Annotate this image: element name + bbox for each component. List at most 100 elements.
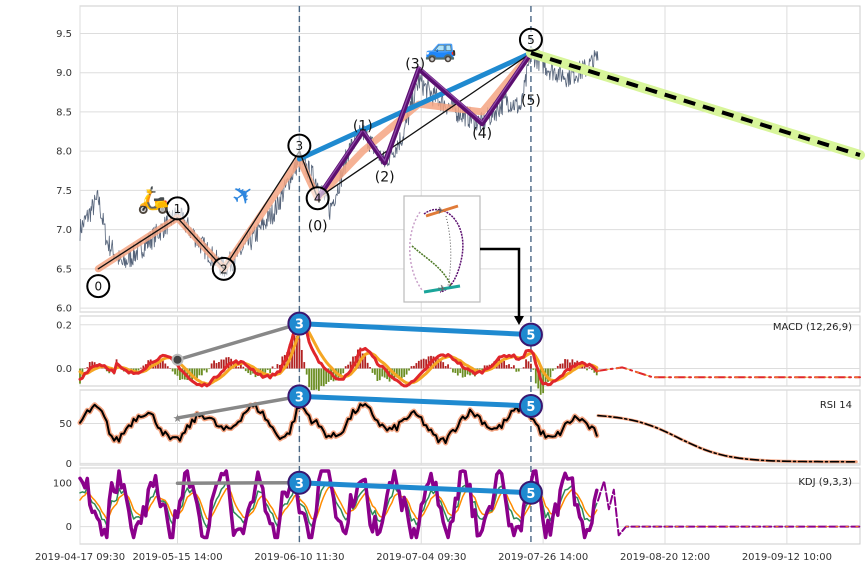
macd-histogram-bar — [205, 368, 208, 373]
macd-histogram-bar — [525, 359, 527, 369]
macd-histogram-bar — [135, 368, 137, 371]
rsi-badge-5 — [518, 393, 543, 418]
x-tick-label: 2019-06-10 11:30 — [254, 552, 344, 563]
macd-histogram-bar — [505, 365, 508, 369]
macd-histogram-bar — [347, 364, 350, 369]
kdj-badge-label: 3 — [295, 477, 304, 492]
macd-histogram-bar — [381, 368, 384, 377]
price-ytick-label: 8.0 — [56, 147, 72, 158]
kdj-badge-3 — [287, 470, 312, 495]
inset-curve-grey — [445, 215, 452, 287]
macd-badge-3 — [287, 311, 312, 336]
macd-histogram-bar — [369, 367, 371, 369]
macd-histogram-bar — [181, 368, 184, 380]
inset-preview: ✈✈ — [403, 195, 524, 325]
macd-histogram-bar — [305, 368, 308, 375]
macd-ytick-label: 0.0 — [56, 364, 72, 375]
wave-label-2: 2 — [220, 262, 228, 276]
macd-histogram-bar — [237, 366, 240, 369]
grid — [79, 5, 861, 545]
macd-histogram-bar — [364, 356, 367, 369]
macd-histogram-bar — [425, 359, 428, 369]
macd-histogram-bar — [218, 362, 220, 369]
rsi-label: RSI 14 — [820, 400, 852, 411]
macd-histogram-bar — [176, 368, 179, 376]
macd-label: MACD (12,26,9) — [773, 322, 852, 333]
macd-divergence-start-dot — [171, 353, 184, 366]
macd-histogram-bar — [508, 364, 510, 369]
wave-label-1: 1 — [174, 202, 182, 216]
macd-histogram-bar — [527, 361, 530, 369]
wave-label-3: 3 — [296, 139, 304, 153]
price-ytick-label: 8.5 — [56, 107, 72, 118]
macd-histogram-bar — [398, 368, 401, 378]
macd-histogram-bar — [569, 362, 571, 369]
macd-histogram-bar — [383, 368, 386, 378]
kdj-d-line — [79, 486, 598, 521]
macd-histogram-bar — [325, 368, 328, 385]
macd-histogram-bar — [515, 368, 518, 372]
macd-histogram-bar — [352, 356, 354, 369]
macd-histogram-bar — [208, 368, 211, 370]
macd-histogram-bar — [413, 365, 415, 369]
x-axis: 2019-04-17 09:30 2019-05-15 14:00 2019-06-… — [35, 552, 832, 563]
wave-label-5: 5 — [527, 33, 535, 47]
wave-label-0: 0 — [94, 280, 102, 294]
macd-histogram-bar — [264, 368, 267, 373]
macd-histogram-bar — [447, 364, 449, 369]
rsi-divergence-star-icon: ★ — [173, 412, 183, 425]
macd-histogram-bar — [247, 368, 250, 374]
x-tick-label: 2019-05-15 14:00 — [132, 552, 222, 563]
rsi-grey-divergence — [175, 394, 302, 420]
inset-airplane-icon: ✈ — [436, 206, 444, 217]
x-tick-label: 2019-09-12 10:00 — [742, 552, 832, 563]
macd-histogram-bar — [500, 360, 503, 369]
x-tick-label: 2019-07-26 14:00 — [498, 552, 588, 563]
price-ytick-label: 6.0 — [56, 304, 72, 315]
macd-grey-divergence — [175, 321, 302, 362]
inset-airplane-icon: ✈ — [438, 284, 446, 295]
rsi-forecast-line — [597, 414, 858, 463]
macd-histogram-bar — [361, 353, 364, 369]
macd-histogram-bar — [220, 359, 223, 369]
macd-histogram-bar — [315, 368, 318, 390]
wave-circle-1 — [165, 196, 190, 221]
macd-histogram-bar — [157, 362, 159, 369]
macd-histogram-bar — [551, 368, 554, 371]
macd-histogram-bar — [559, 363, 562, 369]
macd-histogram-bar — [203, 368, 206, 371]
macd-histogram-bar — [171, 368, 174, 372]
macd-histogram-bar — [293, 335, 296, 369]
macd-histogram-bar — [271, 366, 274, 369]
macd-histogram-bar — [583, 366, 586, 369]
macd-histogram-bar — [266, 368, 269, 370]
kdj-badge-label: 5 — [526, 487, 535, 502]
macd-histogram-bar — [542, 368, 545, 394]
macd-histogram-bar — [142, 365, 145, 369]
price-ytick-label: 7.5 — [56, 186, 72, 197]
macd-histogram-bar — [456, 368, 459, 376]
macd-histogram-bar — [210, 363, 213, 369]
macd-histogram-bar — [522, 367, 525, 369]
macd-histogram-bar — [242, 366, 245, 369]
macd-histogram-bar — [461, 368, 464, 378]
kdj-ytick-label: 100 — [53, 479, 72, 490]
macd-histogram-bar — [137, 368, 140, 371]
x-tick-label: 2019-07-04 09:30 — [376, 552, 466, 563]
macd-histogram-bar — [308, 368, 311, 388]
macd-histogram-bar — [442, 362, 445, 369]
macd-histogram-bar — [391, 368, 393, 380]
price-line — [79, 47, 599, 277]
rsi-line — [79, 403, 598, 444]
x-tick-label: 2019-08-20 12:00 — [620, 552, 710, 563]
wave-label-sub: (4) — [472, 126, 492, 142]
rsi-badge-label: 5 — [526, 400, 535, 415]
macd-histogram-bar — [400, 368, 403, 379]
rsi-panel: 0 50 ★ 3 5 RSI 14 — [59, 384, 858, 470]
kdj-ytick-label: 0 — [66, 522, 72, 533]
macd-histogram-bar — [571, 359, 574, 369]
purple-subwaves — [315, 50, 534, 201]
macd-histogram-bar — [432, 356, 435, 369]
kdj-panel: 0 100 3 5 KDJ (9,3,3) — [53, 469, 861, 540]
